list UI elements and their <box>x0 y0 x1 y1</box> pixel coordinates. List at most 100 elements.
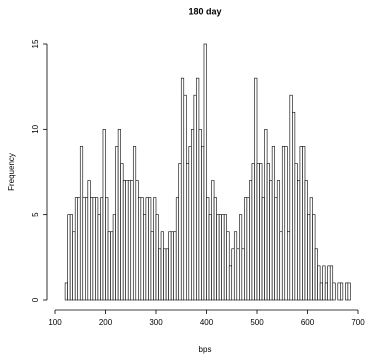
bar <box>150 231 154 301</box>
bar <box>107 231 111 301</box>
y-tick-label: 15 <box>31 39 40 48</box>
bar <box>143 214 147 301</box>
bar <box>309 197 313 301</box>
bar <box>145 197 149 301</box>
bar <box>85 197 89 301</box>
bar <box>72 231 76 301</box>
bar <box>92 197 96 301</box>
x-tick-label: 400 <box>200 318 214 327</box>
bar <box>102 129 106 301</box>
bar <box>259 163 263 301</box>
bar <box>254 77 258 301</box>
bar <box>322 265 326 301</box>
bar <box>140 197 144 301</box>
bar <box>168 231 172 301</box>
bar <box>297 180 301 301</box>
bar <box>314 248 318 301</box>
bar <box>271 146 275 301</box>
bar <box>231 248 235 301</box>
bar <box>337 282 341 301</box>
bar <box>125 180 129 301</box>
bar <box>175 197 180 301</box>
bar <box>178 163 182 301</box>
x-tick-label: 500 <box>250 318 264 327</box>
bar <box>90 197 94 301</box>
bar <box>132 146 137 301</box>
bar <box>165 248 169 301</box>
bar <box>127 180 132 301</box>
bar <box>299 146 303 301</box>
bar <box>327 265 331 301</box>
bar <box>329 265 334 301</box>
bar <box>211 180 215 301</box>
bar <box>269 180 273 301</box>
bar <box>221 214 225 301</box>
bar <box>276 180 281 301</box>
bar <box>281 146 286 301</box>
bar <box>67 214 71 301</box>
bar <box>158 248 162 301</box>
bar <box>130 180 134 301</box>
bar <box>153 197 157 301</box>
bar <box>241 248 245 301</box>
bar <box>236 248 240 301</box>
bar <box>115 146 119 301</box>
bar <box>226 231 230 301</box>
y-axis-label: Frequency <box>7 153 16 191</box>
x-tick-label: 300 <box>149 318 163 327</box>
bar <box>286 231 291 301</box>
bar <box>246 197 250 301</box>
bar <box>105 197 109 301</box>
bar <box>266 163 270 301</box>
bar <box>87 180 91 301</box>
bar <box>289 94 293 301</box>
bar <box>251 163 255 301</box>
bar <box>135 180 139 301</box>
x-tick-label: 100 <box>48 318 62 327</box>
bar <box>193 94 197 301</box>
bar <box>347 282 351 301</box>
bar <box>112 214 116 301</box>
bar <box>213 197 217 301</box>
bar <box>284 146 288 301</box>
bar <box>74 197 79 301</box>
bar <box>163 248 167 301</box>
bar <box>186 163 190 301</box>
x-tick-label: 700 <box>351 318 365 327</box>
bar <box>274 197 278 301</box>
y-tick-label: 10 <box>31 124 40 133</box>
bar <box>264 129 268 301</box>
bar <box>332 282 336 301</box>
bar <box>196 77 200 301</box>
bar <box>122 180 127 301</box>
bar <box>79 146 84 301</box>
x-tick-label: 600 <box>301 318 315 327</box>
bar <box>201 146 205 301</box>
bar <box>345 282 349 301</box>
bar <box>188 146 192 301</box>
bar <box>138 197 142 301</box>
bar <box>191 129 195 301</box>
bar <box>249 180 253 301</box>
bar <box>294 163 298 301</box>
bar <box>120 163 124 301</box>
bar <box>208 214 212 301</box>
bar <box>117 129 121 301</box>
bar <box>228 265 233 301</box>
bar <box>82 197 86 301</box>
bar <box>155 214 159 301</box>
y-tick-label: 5 <box>31 212 40 217</box>
bar <box>160 231 164 301</box>
bar <box>64 282 68 301</box>
bar <box>100 197 104 301</box>
bar <box>261 197 265 301</box>
x-axis-label: bps <box>199 345 212 354</box>
bar <box>206 197 210 301</box>
bar <box>203 43 207 301</box>
x-tick-label: 200 <box>99 318 113 327</box>
bar <box>239 214 243 301</box>
bar <box>77 197 81 301</box>
bar <box>110 231 114 301</box>
bar <box>69 214 73 301</box>
